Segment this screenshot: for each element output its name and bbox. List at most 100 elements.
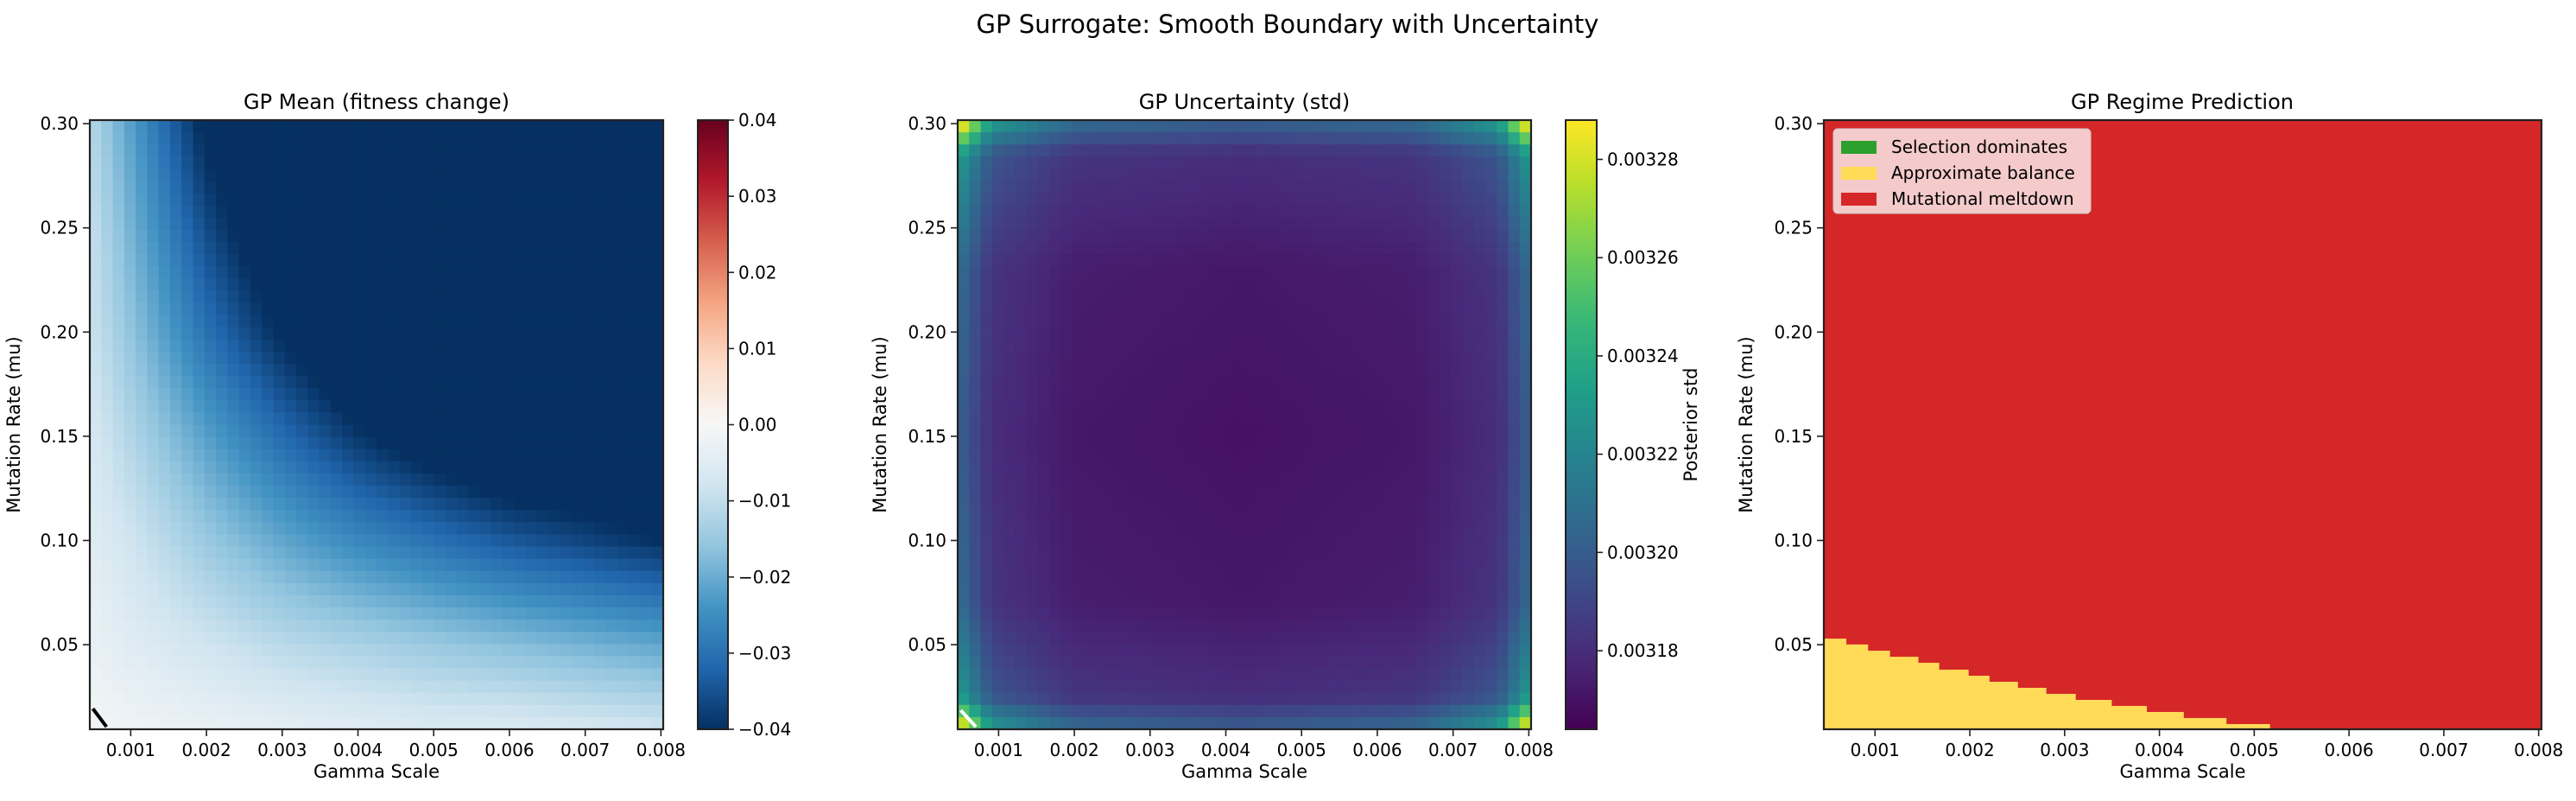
heatmap-cell (1301, 412, 1313, 425)
heatmap-cell (1003, 290, 1016, 303)
heatmap-cell (1348, 364, 1360, 377)
heatmap-cell (1474, 522, 1486, 535)
heatmap-cell (514, 669, 526, 682)
heatmap-cell (1497, 254, 1509, 267)
heatmap-cell (1313, 364, 1326, 377)
heatmap-cell (1313, 644, 1326, 657)
heatmap-cell (1244, 656, 1256, 669)
heatmap-cell (1451, 230, 1463, 243)
heatmap-cell (1462, 693, 1474, 706)
heatmap-cell (1107, 364, 1119, 377)
heatmap-cell (296, 168, 308, 181)
heatmap-cell (491, 412, 503, 425)
heatmap-cell (388, 218, 400, 231)
heatmap-cell (250, 388, 263, 401)
heatmap-cell (342, 364, 354, 377)
heatmap-cell (193, 218, 206, 231)
heatmap-cell (1073, 156, 1085, 169)
heatmap-cell (434, 120, 446, 133)
heatmap-cell (1164, 266, 1176, 279)
heatmap-cell (1141, 693, 1153, 706)
heatmap-cell (1118, 486, 1130, 499)
heatmap-cell (548, 144, 560, 157)
heatmap-cell (617, 181, 630, 194)
heatmap-cell (1244, 120, 1256, 133)
heatmap-cell (969, 132, 981, 145)
heatmap-cell (1405, 681, 1417, 694)
heatmap-cell (331, 290, 343, 303)
heatmap-cell (1049, 425, 1061, 438)
heatmap-cell (491, 547, 503, 560)
heatmap-cell (1003, 437, 1016, 450)
heatmap-cell (262, 340, 274, 353)
heatmap-cell (136, 218, 148, 231)
heatmap-cell (1038, 206, 1050, 219)
heatmap-cell (90, 266, 102, 279)
heatmap-cell (205, 266, 217, 279)
heatmap-cell (629, 559, 641, 572)
heatmap-cell (147, 522, 159, 535)
heatmap-cell (1038, 120, 1050, 133)
heatmap-cell (136, 498, 148, 511)
colorbar-tick-label: 0.00 (738, 415, 777, 435)
heatmap-cell (113, 705, 125, 718)
heatmap-cell (1027, 449, 1039, 462)
heatmap-cell (159, 290, 171, 303)
heatmap-cell (1084, 656, 1096, 669)
heatmap-cell (159, 230, 171, 243)
heatmap-cell (124, 437, 136, 450)
heatmap-cell (273, 230, 285, 243)
heatmap-cell (468, 290, 480, 303)
heatmap-cell (1394, 607, 1406, 620)
heatmap-cell (1038, 278, 1050, 291)
heatmap-cell (548, 156, 560, 169)
heatmap-cell (1497, 437, 1509, 450)
heatmap-cell (1348, 206, 1360, 219)
heatmap-cell (1153, 352, 1165, 365)
heatmap-cell (1451, 206, 1463, 219)
heatmap-cell (629, 681, 641, 694)
heatmap-cell (1427, 547, 1440, 560)
heatmap-cell (1485, 461, 1497, 474)
heatmap-cell (1199, 510, 1211, 523)
heatmap-cell (1370, 400, 1383, 413)
heatmap-cell (227, 705, 239, 718)
heatmap-cell (1095, 412, 1107, 425)
heatmap-cell (422, 498, 434, 511)
heatmap-cell (1313, 388, 1326, 401)
heatmap-cell (400, 425, 412, 438)
heatmap-cell (1359, 230, 1371, 243)
heatmap-cell (1256, 656, 1268, 669)
heatmap-cell (193, 559, 206, 572)
heatmap-cell (239, 656, 251, 669)
heatmap-cell (400, 510, 412, 523)
heatmap-cell (1301, 242, 1313, 255)
heatmap-cell (629, 498, 641, 511)
heatmap-cell (250, 474, 263, 486)
heatmap-cell (446, 559, 458, 572)
heatmap-cell (1084, 206, 1096, 219)
heatmap-cell (560, 474, 572, 486)
heatmap-cell (594, 400, 606, 413)
heatmap-cell (90, 632, 102, 645)
heatmap-cell (526, 254, 538, 267)
heatmap-cell (227, 194, 239, 207)
heatmap-cell (1187, 290, 1199, 303)
heatmap-cell (1268, 144, 1280, 157)
heatmap-cell (640, 266, 652, 279)
y-tick-label: 0.15 (40, 426, 79, 447)
heatmap-cell (193, 632, 206, 645)
heatmap-cell (1256, 534, 1268, 547)
heatmap-cell (503, 595, 515, 608)
heatmap-cell (1256, 340, 1268, 353)
heatmap-cell (136, 717, 148, 730)
heatmap-cell (537, 364, 549, 377)
heatmap-cell (239, 400, 251, 413)
heatmap-cell (1118, 437, 1130, 450)
heatmap-cell (1268, 168, 1280, 181)
heatmap-cell (1474, 547, 1486, 560)
heatmap-cell (572, 352, 584, 365)
heatmap-cell (514, 168, 526, 181)
heatmap-cell (1003, 254, 1016, 267)
heatmap-cell (331, 425, 343, 438)
